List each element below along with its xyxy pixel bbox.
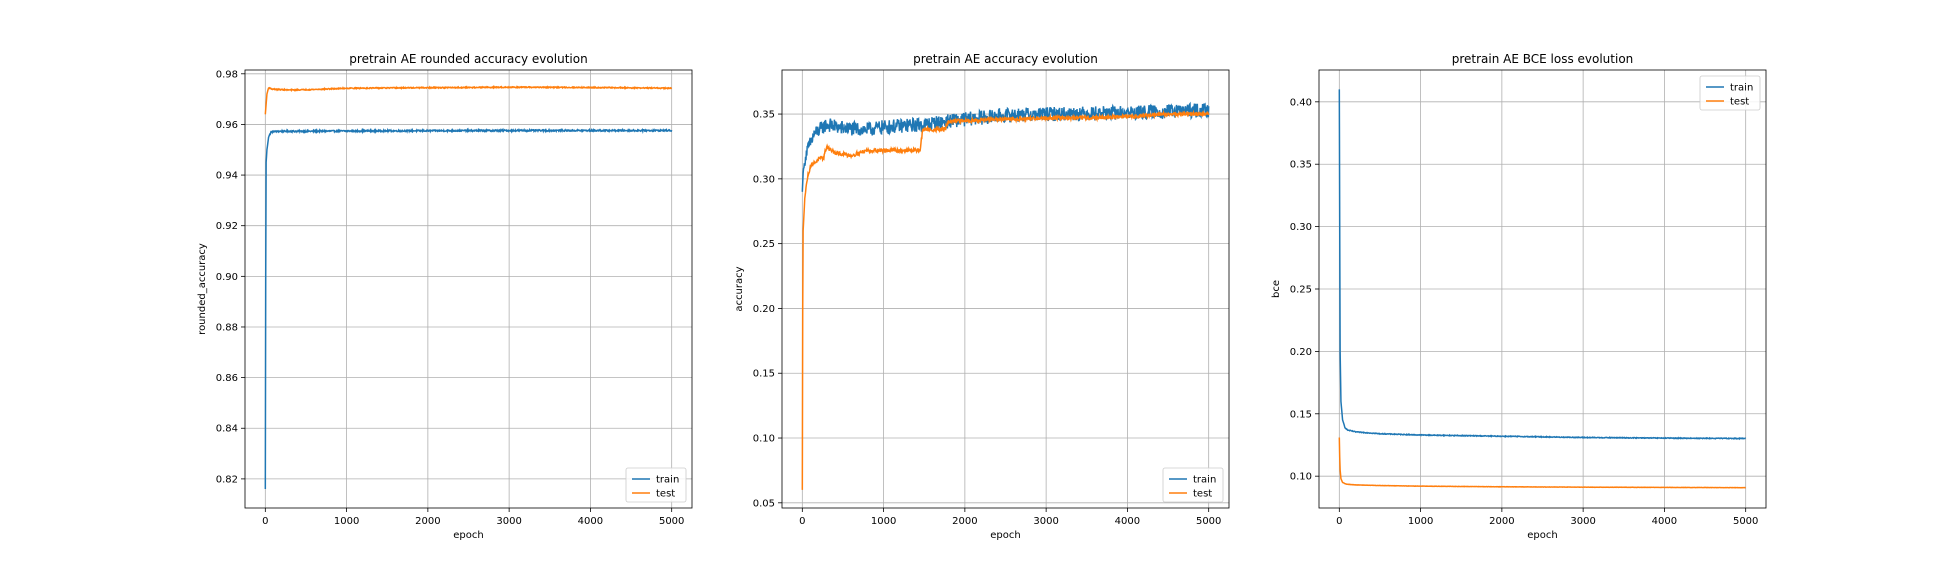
- x-tick-label: 0: [799, 516, 805, 527]
- y-tick-label: 0.15: [753, 369, 775, 380]
- series-line-test: [1338, 437, 1746, 489]
- x-tick-label: 3000: [1033, 516, 1058, 527]
- chart-title: pretrain AE accuracy evolution: [913, 52, 1098, 66]
- series-line-train: [264, 127, 673, 490]
- x-tick-label: 2000: [415, 516, 440, 527]
- x-tick-label: 1000: [1408, 516, 1433, 527]
- series-line-train: [801, 101, 1210, 192]
- legend-label-train: train: [1193, 475, 1216, 486]
- legend-label-test: test: [656, 489, 675, 500]
- chart-2: 0 1000 2000 3000 4000 5000 0.05 0.10 0.15 0.20 0.2…: [734, 52, 1230, 541]
- y-tick-label: 0.15: [1290, 409, 1312, 420]
- y-tick-label: 0.10: [753, 434, 775, 445]
- x-tick-label: 4000: [1652, 516, 1677, 527]
- y-tick-label: 0.25: [753, 239, 775, 250]
- legend-label-train: train: [1730, 83, 1753, 94]
- x-tick-label: 3000: [1570, 516, 1595, 527]
- chart-title: pretrain AE BCE loss evolution: [1452, 52, 1634, 66]
- legend: train test: [1699, 75, 1761, 111]
- y-tick-label: 0.96: [216, 120, 238, 131]
- y-axis-label: bce: [1271, 280, 1282, 298]
- y-tick-label: 0.84: [216, 424, 238, 435]
- x-tick-label: 4000: [1115, 516, 1140, 527]
- x-tick-label: 2000: [952, 516, 977, 527]
- y-tick-label: 0.90: [216, 272, 238, 283]
- x-axis-label: epoch: [1527, 530, 1557, 541]
- chart-title: pretrain AE rounded accuracy evolution: [349, 52, 587, 66]
- y-tick-label: 0.98: [216, 69, 238, 80]
- y-tick-label: 0.25: [1290, 285, 1312, 296]
- x-tick-label: 0: [1336, 516, 1342, 527]
- y-tick-label: 0.40: [1290, 97, 1312, 108]
- y-tick-label: 0.92: [216, 221, 238, 232]
- legend-label-test: test: [1730, 97, 1749, 108]
- y-tick-label: 0.82: [216, 474, 238, 485]
- x-tick-label: 1000: [871, 516, 896, 527]
- x-tick-label: 4000: [578, 516, 603, 527]
- y-tick-label: 0.10: [1290, 472, 1312, 483]
- y-axis-label: rounded_accuracy: [197, 243, 208, 335]
- y-tick-label: 0.20: [1290, 347, 1312, 358]
- y-tick-label: 0.94: [216, 171, 238, 182]
- y-tick-label: 0.35: [753, 110, 775, 121]
- y-tick-label: 0.30: [1290, 222, 1312, 233]
- x-tick-label: 0: [262, 516, 268, 527]
- legend-label-train: train: [656, 475, 679, 486]
- x-tick-label: 5000: [659, 516, 684, 527]
- y-tick-label: 0.35: [1290, 160, 1312, 171]
- y-axis-label: accuracy: [734, 266, 745, 311]
- legend-label-test: test: [1193, 489, 1212, 500]
- x-tick-label: 1000: [334, 516, 359, 527]
- y-tick-label: 0.86: [216, 373, 238, 384]
- series-line-test: [264, 85, 673, 115]
- x-axis-label: epoch: [990, 530, 1020, 541]
- axes-frame: [244, 69, 693, 509]
- x-axis-label: epoch: [453, 530, 483, 541]
- series-line-train: [1338, 89, 1746, 441]
- chart-1: 0 1000 2000 3000 4000 5000 0.82 0.84 0.86 0.88 0.9…: [197, 52, 693, 541]
- y-tick-label: 0.20: [753, 304, 775, 315]
- legend: train test: [1162, 467, 1224, 503]
- legend: train test: [625, 467, 687, 503]
- y-tick-label: 0.05: [753, 498, 775, 509]
- x-tick-label: 3000: [496, 516, 521, 527]
- series-line-test: [801, 109, 1210, 490]
- axes-frame: [1318, 69, 1767, 509]
- x-tick-label: 2000: [1489, 516, 1514, 527]
- x-tick-label: 5000: [1196, 516, 1221, 527]
- axes-frame: [781, 69, 1230, 509]
- y-tick-label: 0.30: [753, 174, 775, 185]
- x-tick-label: 5000: [1733, 516, 1758, 527]
- chart-3: 0 1000 2000 3000 4000 5000 0.10 0.15 0.20 0.25 0.3…: [1271, 52, 1767, 541]
- y-tick-label: 0.88: [216, 322, 238, 333]
